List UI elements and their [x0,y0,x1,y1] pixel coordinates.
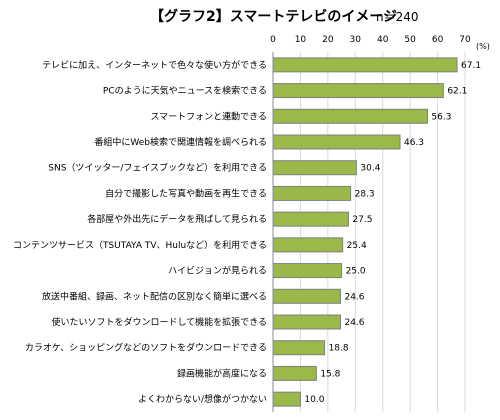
data-label: 15.8 [320,369,340,379]
x-tick-label: 50 [404,35,416,45]
data-label: 24.6 [344,318,364,328]
category-labels: テレビに加え、インターネットで色々な使い方ができる PCのように天気やニュースを検… [13,59,267,405]
bar [272,314,341,330]
data-label: 25.4 [347,241,367,251]
category-label: 自分で撮影した写真や動画を再生できる [105,187,267,199]
x-tick-label: 70 [459,35,471,45]
data-label: 10.0 [304,395,324,405]
category-label: コンテンツサービス（TSUTAYA TV、Huluなど）を利用できる [13,239,267,251]
x-axis-ticks: 0 10 20 30 40 50 60 70 [270,35,471,45]
category-label: 放送中番組、録画、ネット配信の区別なく簡単に選べる [42,290,267,302]
x-tick-label: 0 [270,35,276,45]
category-label: PCのように天気やニュースを検索できる [103,85,267,97]
bar [272,108,428,124]
data-label: 56.3 [431,112,451,122]
category-label: ハイビジョンが見られる [168,265,267,277]
bar [272,288,341,304]
bar [272,263,343,279]
data-label: 46.3 [404,138,424,148]
category-label: スマートフォンと連動できる [150,110,267,122]
bar [272,365,317,381]
bar [272,83,444,99]
category-label: 番組中にWeb検索で関連情報を調べられる [94,136,267,148]
bar [272,340,326,356]
data-label: 24.6 [344,292,364,302]
data-label: 28.3 [355,189,375,199]
bar [272,211,349,227]
unit-label: (%) [476,42,490,51]
x-tick-label: 10 [295,35,307,45]
data-label: 30.4 [360,164,380,174]
data-label: 62.1 [447,87,467,97]
data-label: 18.8 [329,344,349,354]
bar [272,391,301,407]
bar [272,185,352,201]
category-label: SNS（ツイッター/フェイスブックなど）を利用できる [48,162,267,174]
data-label: 25.0 [346,267,366,277]
category-label: 録画機能が高度になる [177,367,267,379]
sample-size: n＝240 [376,10,419,24]
category-label: よくわからない/想像がつかない [138,393,267,405]
x-tick-label: 20 [322,35,334,45]
category-label: 使いたいソフトをダウンロードして機能を拡張できる [51,316,267,328]
bar [272,57,458,73]
x-tick-label: 30 [350,35,362,45]
grid-lines [272,52,466,412]
data-label: 67.1 [461,61,481,71]
data-label: 27.5 [352,215,372,225]
category-label: 各部屋や外出先にデータを飛ばして見られる [87,213,267,225]
bar [272,160,357,176]
chart-title: 【グラフ2】スマートテレビのイメージ [150,8,397,25]
bars [272,57,458,407]
x-tick-label: 60 [432,35,444,45]
value-labels: 67.1 62.1 56.3 46.3 30.4 28.3 27.5 25.4 25.0 24.6… [304,61,481,405]
bar [272,134,401,150]
bar [272,237,344,253]
category-label: テレビに加え、インターネットで色々な使い方ができる [42,59,267,71]
x-tick-label: 40 [377,35,389,45]
category-label: カラオケ、ショッピングなどのソフトをダウンロードできる [25,342,267,354]
